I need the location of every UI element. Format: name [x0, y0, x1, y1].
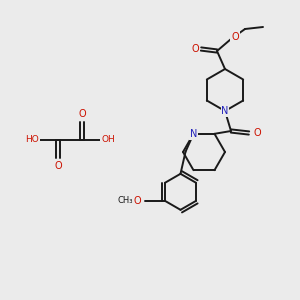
Text: O: O: [78, 109, 86, 119]
Text: O: O: [191, 44, 199, 54]
Text: O: O: [231, 32, 239, 42]
Text: N: N: [190, 129, 197, 139]
Text: HO: HO: [25, 136, 39, 145]
Text: N: N: [221, 106, 229, 116]
Text: CH₃: CH₃: [117, 196, 133, 205]
Text: O: O: [133, 196, 141, 206]
Text: O: O: [54, 161, 62, 171]
Text: O: O: [253, 128, 261, 138]
Text: OH: OH: [101, 136, 115, 145]
